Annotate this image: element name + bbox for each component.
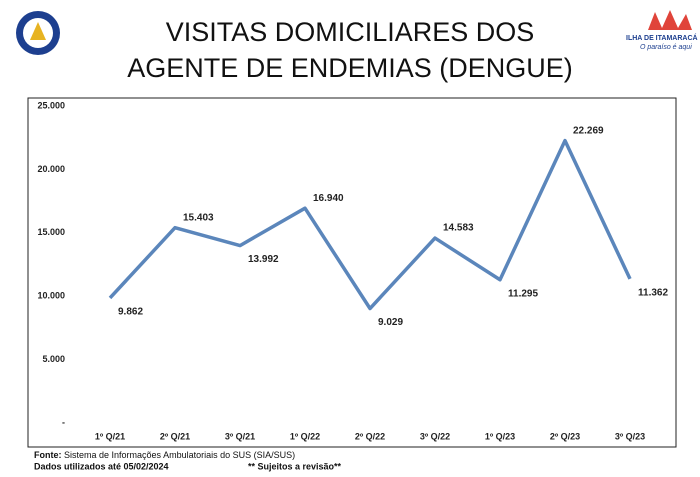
data-label: 13.992	[248, 254, 279, 265]
title-line: AGENTE DE ENDEMIAS (DENGUE)	[127, 53, 573, 83]
x-tick-label: 3º Q/22	[420, 431, 450, 441]
logo-slogan: O paraíso é aqui	[640, 44, 692, 51]
x-tick-label: 3º Q/23	[615, 431, 645, 441]
data-label: 22.269	[573, 125, 604, 136]
logo-art	[648, 10, 692, 30]
y-tick-label: 5.000	[42, 354, 65, 364]
data-label: 15.403	[183, 212, 214, 223]
data-label: 11.295	[508, 288, 538, 299]
data-label: 11.362	[638, 288, 668, 299]
y-tick-label: -	[62, 417, 65, 427]
chart-frame	[27, 97, 677, 448]
x-tick-label: 3º Q/21	[225, 431, 255, 441]
x-tick-label: 1º Q/23	[485, 431, 515, 441]
data-label: 9.862	[118, 307, 143, 318]
revision-note: ** Sujeitos a revisão**	[248, 461, 342, 471]
x-tick-label: 1º Q/22	[290, 431, 320, 441]
y-tick-label: 20.000	[37, 164, 65, 174]
right-logo: ILHA DE ITAMARACÁ O paraíso é aqui	[626, 10, 698, 51]
y-tick-label: 25.000	[37, 100, 65, 110]
data-label: 16.940	[313, 193, 344, 204]
y-tick-label: 15.000	[37, 227, 65, 237]
logo-name: ILHA DE ITAMARACÁ	[626, 33, 698, 42]
logo-icon	[30, 22, 46, 40]
left-logo	[16, 11, 60, 55]
data-label: 9.029	[378, 317, 403, 328]
series-line	[108, 138, 632, 311]
x-tick-label: 1º Q/21	[95, 431, 125, 441]
x-tick-label: 2º Q/21	[160, 431, 190, 441]
y-tick-label: 10.000	[37, 291, 65, 301]
footer-source: Fonte: Sistema de Informações Ambulatori…	[34, 450, 295, 460]
x-tick-label: 2º Q/23	[550, 431, 580, 441]
x-tick-label: 2º Q/22	[355, 431, 385, 441]
title-line: VISITAS DOMICILIARES DOS	[166, 17, 535, 47]
source-label: Fonte:	[34, 450, 62, 460]
data-label: 14.583	[443, 223, 474, 234]
source-text: Sistema de Informações Ambulatoriais do …	[64, 450, 295, 460]
date-note: Dados utilizados até 05/02/2024	[34, 461, 169, 471]
